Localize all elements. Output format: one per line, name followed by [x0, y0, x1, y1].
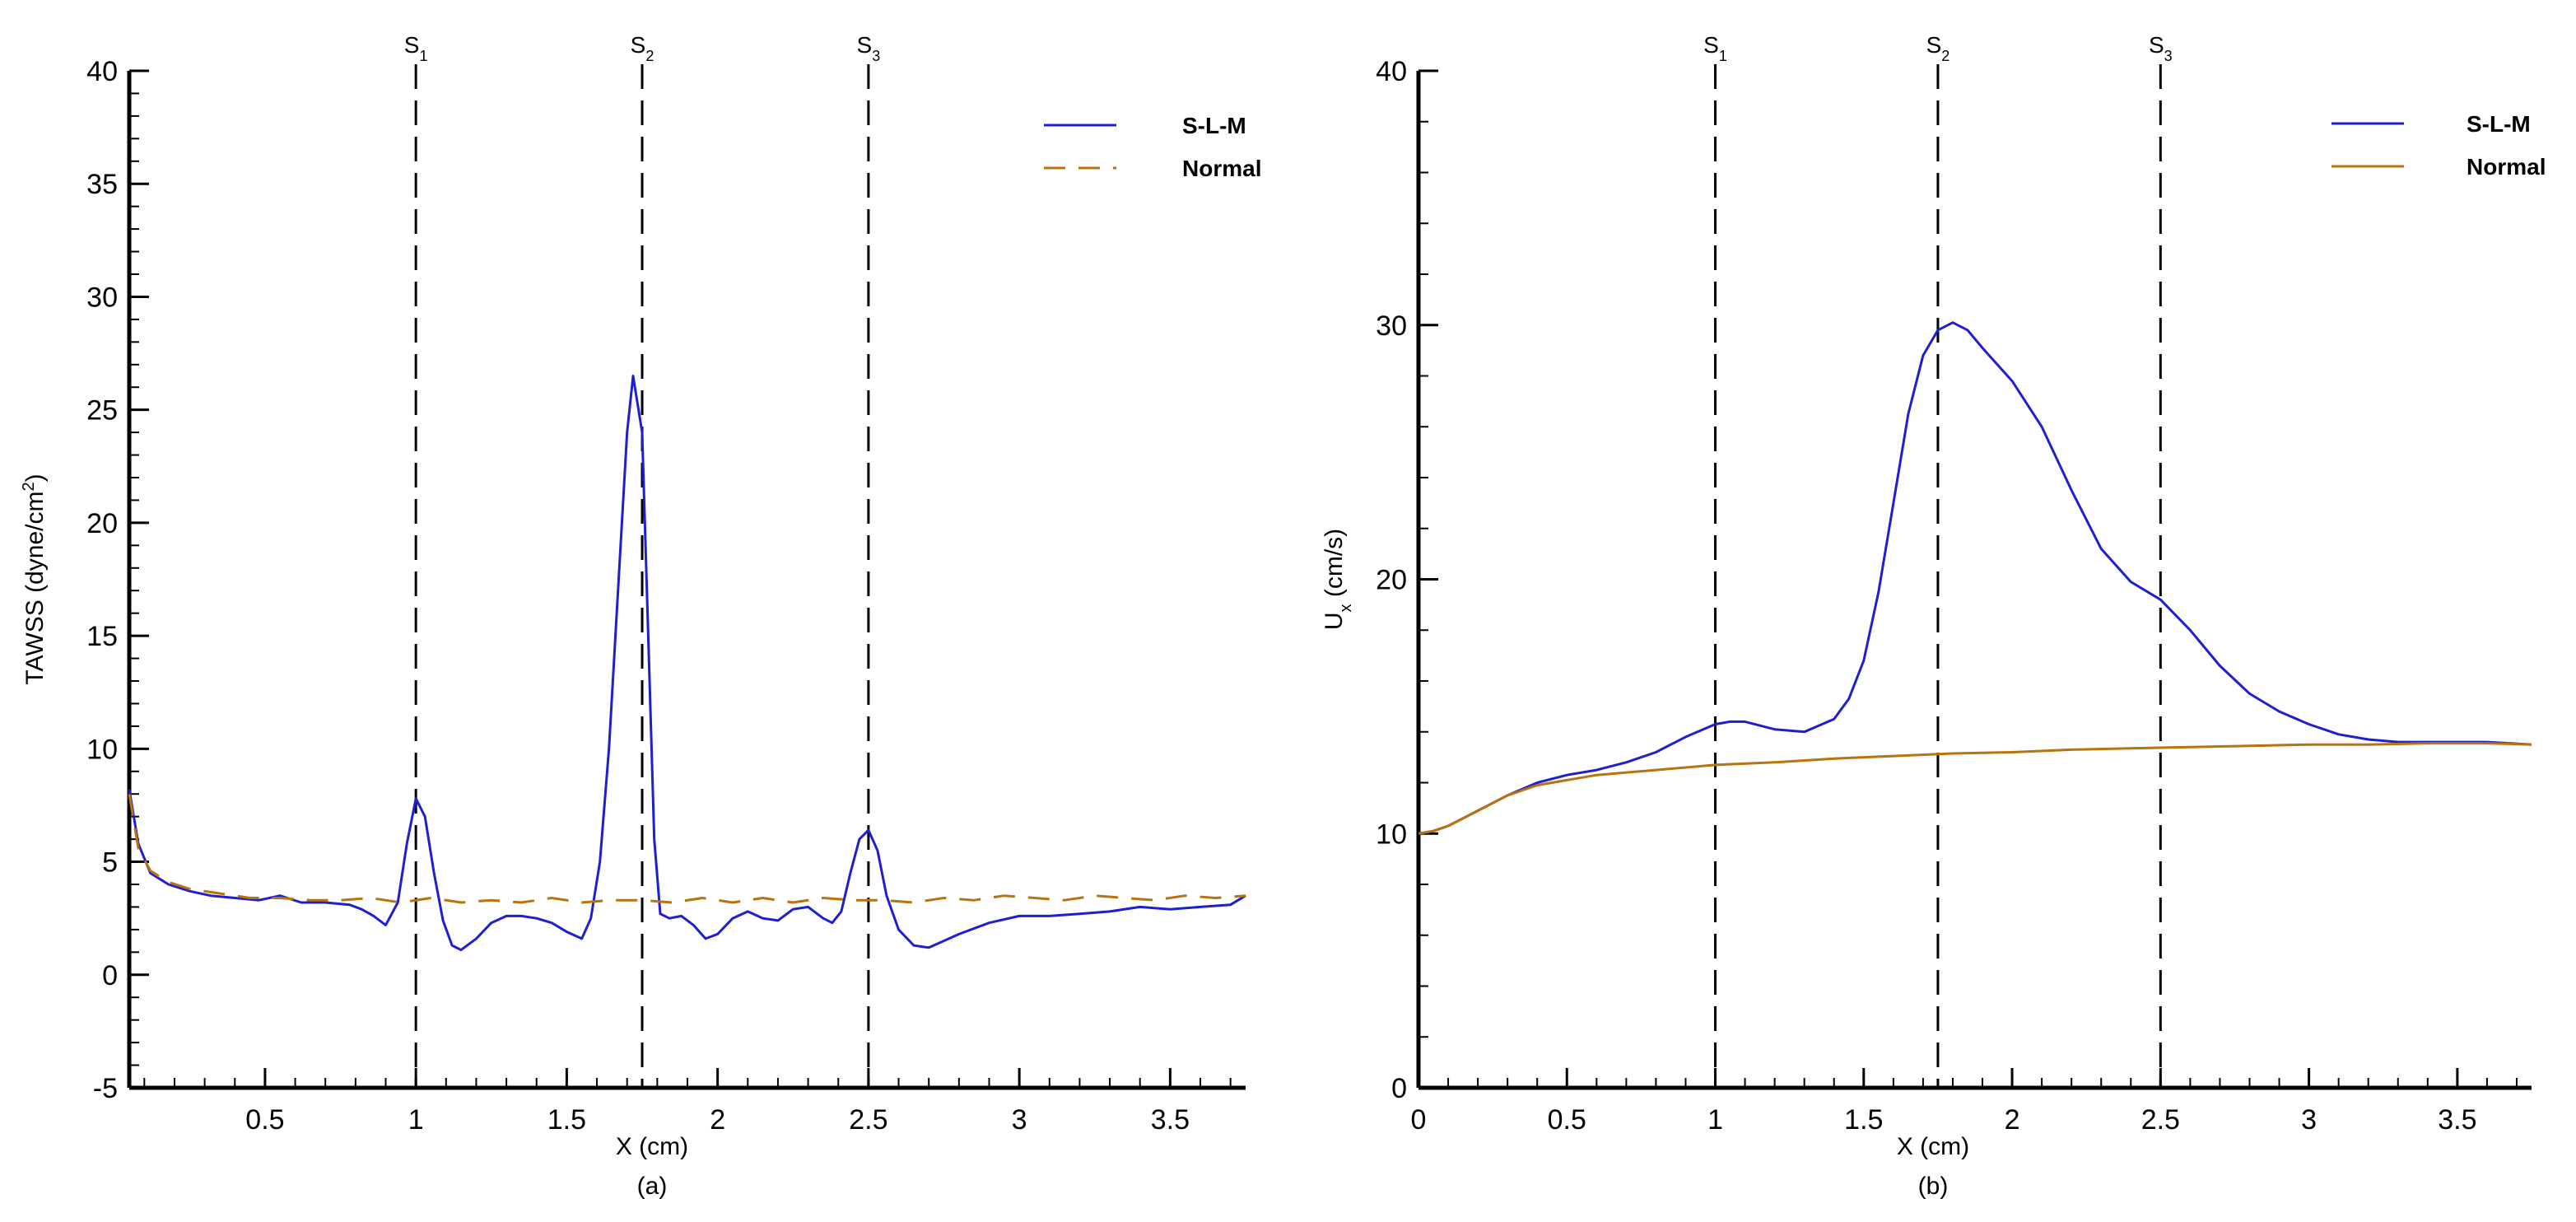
- y-tick-label: 35: [86, 169, 118, 200]
- legend-label: Normal: [1182, 156, 1261, 181]
- legend-label: Normal: [2467, 154, 2546, 180]
- x-tick-label: 2: [710, 1104, 725, 1136]
- x-tick-label: 2: [2005, 1104, 2020, 1136]
- y-tick-label: 0: [1391, 1073, 1407, 1104]
- legend-label: S-L-M: [1182, 113, 1246, 138]
- y-axis-title: TAWSS (dyne/cm2): [20, 473, 49, 684]
- y-tick-label: 25: [86, 395, 118, 427]
- x-tick-label: 0: [1411, 1104, 1427, 1136]
- y-tick-label: 40: [1376, 56, 1407, 87]
- series-line-s-l-m: [1418, 321, 2532, 835]
- x-tick-label: 0.5: [245, 1104, 284, 1136]
- x-tick-label: 1: [1707, 1104, 1723, 1136]
- section-label: S3: [2149, 32, 2173, 64]
- y-tick-label: 40: [86, 56, 118, 87]
- y-tick-label: 5: [102, 847, 118, 879]
- x-tick-label: 2.5: [2141, 1104, 2180, 1136]
- y-tick-label: 10: [86, 734, 118, 765]
- panel-label: (a): [637, 1173, 668, 1200]
- y-tick-label: 10: [1376, 819, 1407, 850]
- section-label: S2: [1926, 32, 1950, 64]
- y-tick-label: 30: [86, 282, 118, 313]
- x-axis-title: X (cm): [616, 1133, 688, 1160]
- y-tick-label: 15: [86, 621, 118, 652]
- y-tick-label: 0: [102, 960, 118, 991]
- chart-panel-b: 0 10 20 30 40 0 0.5 1 1.5 2 2.5 3 3.5 X (cm) (b) Ux (cm…: [1321, 32, 2546, 1200]
- x-tick-label: 1.5: [547, 1104, 586, 1136]
- x-tick-label: 1.5: [1844, 1104, 1883, 1136]
- panel-label: (b): [1918, 1173, 1949, 1200]
- x-tick-label: 3.5: [2438, 1104, 2476, 1136]
- y-tick-label: 20: [86, 508, 118, 539]
- chart-panel-a: -5 0 5 10 15 20 25 30 35 40 0.5 1 1.5 2 2.5 3 3.5 X (cm) (…: [20, 32, 1261, 1200]
- y-tick-label: -5: [93, 1073, 118, 1104]
- section-label: S2: [631, 32, 654, 64]
- x-tick-label: 3: [1012, 1104, 1027, 1136]
- x-axis-title: X (cm): [1897, 1133, 1969, 1160]
- x-tick-label: 1: [408, 1104, 424, 1136]
- x-tick-label: 2.5: [849, 1104, 887, 1136]
- series-line-s-l-m: [128, 375, 1246, 952]
- y-tick-label: 20: [1376, 565, 1407, 596]
- section-label: S1: [404, 32, 428, 64]
- legend-label: S-L-M: [2467, 111, 2531, 137]
- section-label: S3: [857, 32, 881, 64]
- y-axis-title: Ux (cm/s): [1321, 529, 1355, 630]
- series-line-normal: [1418, 742, 2532, 835]
- section-label: S1: [1703, 32, 1727, 64]
- series-line-normal: [128, 793, 1246, 904]
- x-tick-label: 3.5: [1151, 1104, 1190, 1136]
- y-tick-label: 30: [1376, 310, 1407, 342]
- x-tick-label: 3: [2301, 1104, 2317, 1136]
- x-tick-label: 0.5: [1548, 1104, 1586, 1136]
